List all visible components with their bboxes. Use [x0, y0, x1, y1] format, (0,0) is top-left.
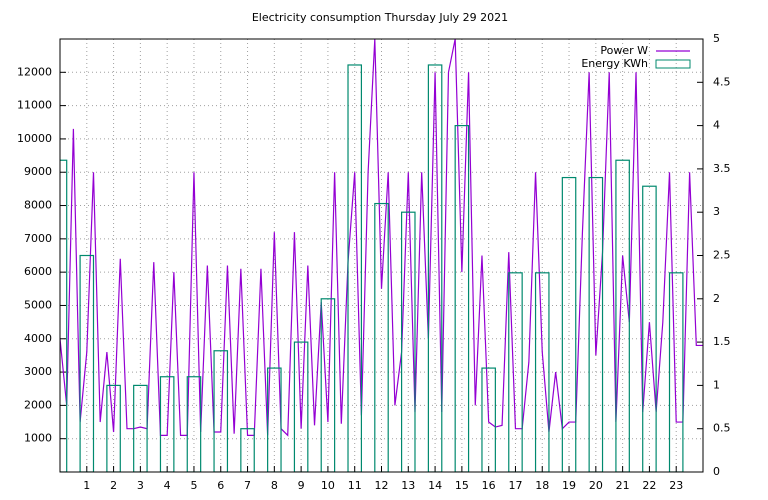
- y-tick-label: 8000: [24, 199, 52, 212]
- x-tick-label: 5: [190, 479, 197, 492]
- x-tick-label: 16: [482, 479, 496, 492]
- y2-tick-label: 4.5: [713, 75, 731, 88]
- y2-tick-label: 5: [713, 32, 720, 45]
- energy-box: [534, 272, 550, 472]
- x-tick-label: 13: [401, 479, 415, 492]
- x-tick-label: 9: [298, 479, 305, 492]
- y2-tick-label: 3.5: [713, 162, 731, 175]
- y2-tick-label: 1.5: [713, 335, 731, 348]
- y2-tick-label: 1: [713, 378, 720, 391]
- energy-box: [293, 341, 309, 472]
- y-tick-label: 7000: [24, 232, 52, 245]
- y-tick-label: 6000: [24, 265, 52, 278]
- y2-tick-label: 4: [713, 119, 720, 132]
- energy-box: [213, 350, 229, 472]
- x-tick-label: 10: [321, 479, 335, 492]
- x-tick-label: 12: [375, 479, 389, 492]
- x-tick-label: 2: [110, 479, 117, 492]
- x-tick-label: 23: [669, 479, 683, 492]
- x-tick-label: 7: [244, 479, 251, 492]
- x-tick-label: 18: [535, 479, 549, 492]
- y-tick-label: 12000: [17, 65, 52, 78]
- x-tick-label: 6: [217, 479, 224, 492]
- x-tick-label: 15: [455, 479, 469, 492]
- x-tick-label: 4: [164, 479, 171, 492]
- legend-label: Energy KWh: [581, 57, 648, 70]
- y-tick-label: 9000: [24, 165, 52, 178]
- energy-box: [668, 272, 684, 472]
- energy-box: [508, 272, 523, 472]
- legend-swatch: [655, 59, 691, 69]
- y2-tick-label: 0: [713, 465, 720, 478]
- y-tick-label: 4000: [24, 332, 52, 345]
- y-tick-label: 1000: [24, 432, 52, 445]
- x-tick-label: 17: [508, 479, 522, 492]
- energy-box: [240, 428, 255, 472]
- y2-tick-label: 2: [713, 292, 720, 305]
- energy-box: [588, 176, 604, 472]
- x-tick-label: 19: [562, 479, 576, 492]
- x-tick-label: 3: [137, 479, 144, 492]
- legend-label: Power W: [600, 44, 648, 57]
- energy-box: [79, 254, 95, 472]
- y-tick-label: 11000: [17, 99, 52, 112]
- y-tick-label: 2000: [24, 398, 52, 411]
- y2-tick-label: 2.5: [713, 249, 731, 262]
- y-tick-label: 3000: [24, 365, 52, 378]
- y2-tick-label: 0.5: [713, 422, 731, 435]
- energy-box: [561, 176, 577, 472]
- x-tick-label: 11: [348, 479, 362, 492]
- plot-frame: [59, 38, 704, 473]
- y-tick-label: 5000: [24, 298, 52, 311]
- x-tick-label: 21: [616, 479, 630, 492]
- power-line: [60, 39, 703, 437]
- x-tick-label: 20: [589, 479, 603, 492]
- x-tick-label: 14: [428, 479, 442, 492]
- energy-box: [615, 159, 630, 472]
- y-tick-label: 10000: [17, 132, 52, 145]
- energy-box: [60, 159, 68, 472]
- x-tick-label: 1: [83, 479, 90, 492]
- x-tick-label: 8: [271, 479, 278, 492]
- x-tick-label: 22: [642, 479, 656, 492]
- y2-tick-label: 3: [713, 205, 720, 218]
- chart-title: Electricity consumption Thursday July 29…: [252, 11, 508, 24]
- energy-box: [642, 185, 657, 472]
